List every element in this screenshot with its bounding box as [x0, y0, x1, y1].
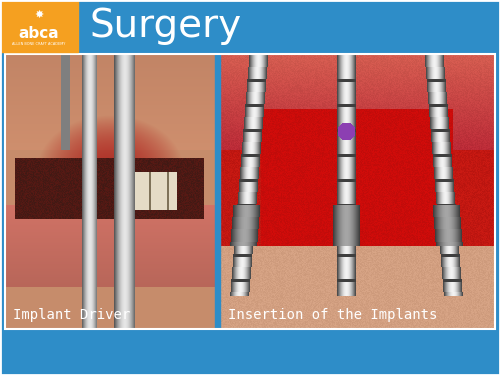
Text: ✸: ✸ [34, 9, 43, 20]
Bar [0, 0, 78, 52]
Text: ALLEN BONE CRAFT ACADEMY: ALLEN BONE CRAFT ACADEMY [12, 42, 66, 46]
Text: Insertion of the Implants: Insertion of the Implants [228, 308, 438, 322]
Bar [5, 54, 495, 329]
Text: Implant Driver: Implant Driver [13, 308, 130, 322]
Text: Surgery: Surgery [90, 7, 242, 45]
Bar [215, 54, 220, 329]
Text: abca: abca [18, 26, 59, 41]
